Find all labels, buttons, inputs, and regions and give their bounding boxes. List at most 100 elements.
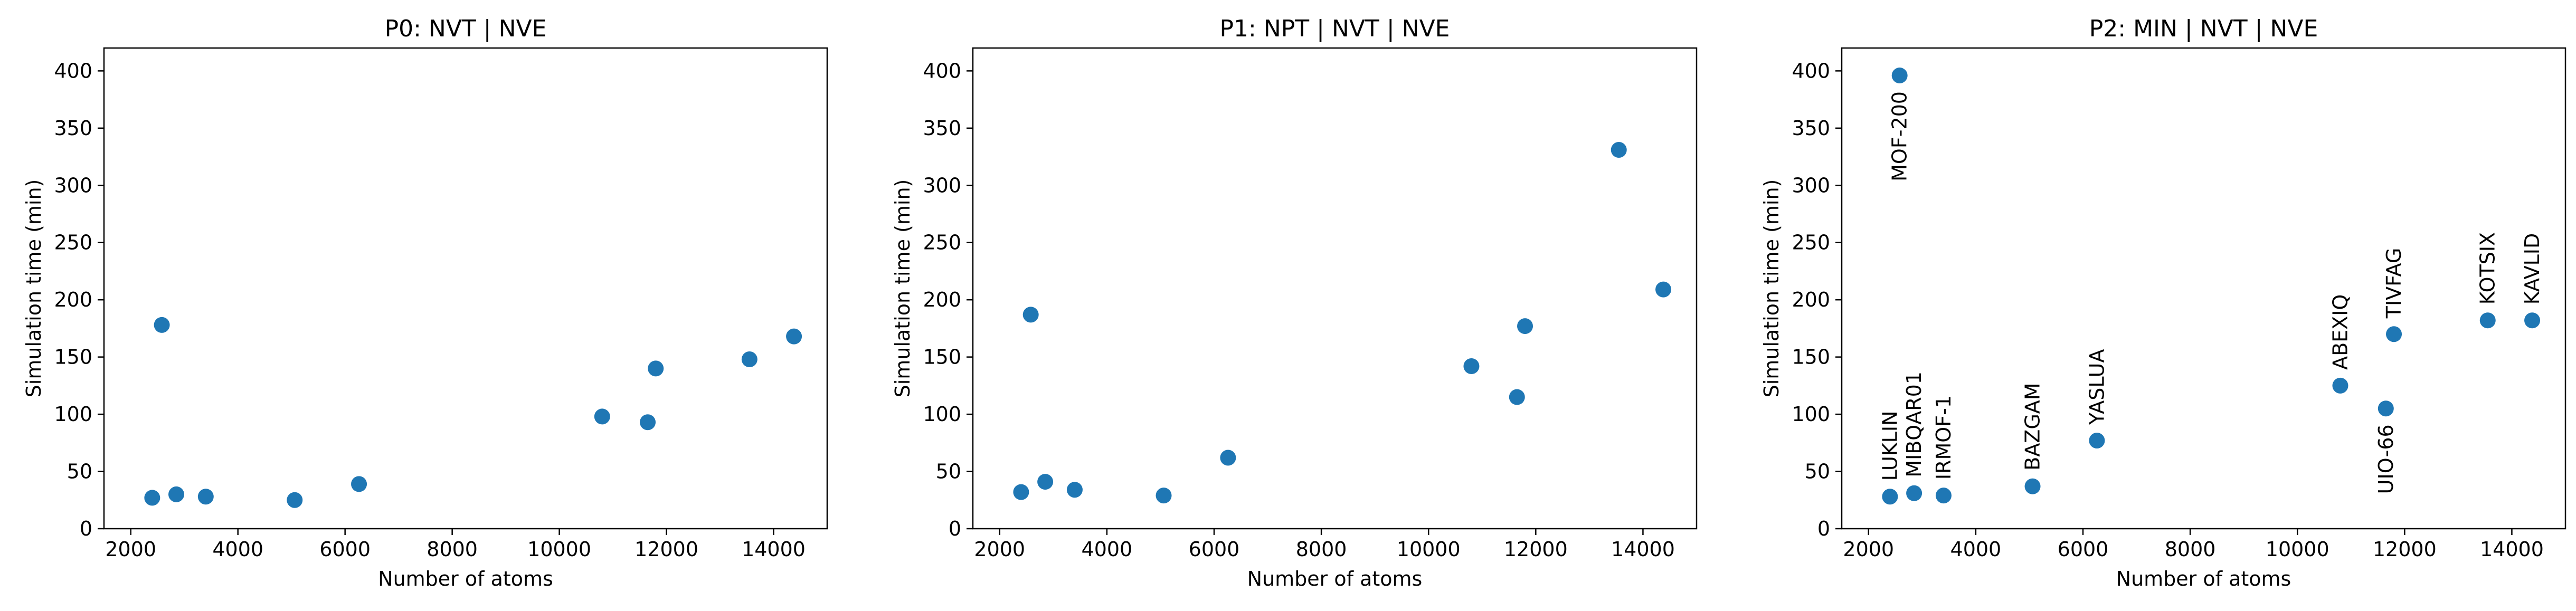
x-axis-label: Number of atoms	[1247, 567, 1423, 590]
chart-panel-2: P2: MIN | NVT | NVE 0 50 100 150 200 250 300 350…	[1760, 15, 2566, 590]
y-tick-label: 300	[54, 174, 92, 197]
point-annotation: KAVLID	[2521, 233, 2544, 304]
x-tick-label: 14000	[1611, 538, 1675, 561]
y-tick-label: 350	[1792, 117, 1830, 140]
point-annotation: YASLUA	[2085, 349, 2108, 425]
data-point	[1906, 485, 1922, 501]
x-tick-label: 12000	[634, 538, 698, 561]
chart-panel-1: P1: NPT | NVT | NVE 0 50 100 150 200 250 300 350…	[891, 15, 1698, 590]
y-tick-label: 150	[923, 346, 961, 369]
data-point	[351, 476, 367, 492]
y-tick-label: 100	[54, 403, 92, 426]
y-tick-label: 300	[923, 174, 961, 197]
chart-title: P2: MIN | NVT | NVE	[2089, 15, 2318, 42]
x-tick-label: 10000	[527, 538, 591, 561]
data-point	[2378, 400, 2394, 417]
data-point	[1066, 482, 1083, 498]
data-point	[786, 328, 802, 345]
data-point	[154, 317, 170, 333]
data-point	[640, 414, 656, 431]
x-tick-label: 4000	[212, 538, 263, 561]
data-point	[1509, 389, 1525, 405]
x-tick-label: 4000	[1950, 538, 2002, 561]
data-point	[2386, 326, 2402, 342]
data-point	[144, 490, 160, 506]
x-tick-label: 12000	[2373, 538, 2437, 561]
chart-title: P0: NVT | NVE	[385, 15, 547, 42]
y-axis-label: Simulation time (min)	[22, 179, 45, 398]
x-tick-label: 14000	[742, 538, 806, 561]
y-tick-label: 250	[54, 231, 92, 254]
data-point	[1517, 318, 1533, 335]
point-annotation: BAZGAM	[2021, 383, 2044, 470]
x-tick-label: 2000	[974, 538, 1025, 561]
x-axis-label: Number of atoms	[378, 567, 553, 590]
data-point	[1935, 488, 1952, 504]
data-point	[287, 492, 303, 508]
y-tick-label: 50	[936, 460, 961, 483]
x-tick-label: 2000	[105, 538, 156, 561]
point-annotation: LUKLIN	[1878, 410, 1901, 481]
x-tick-label: 10000	[2266, 538, 2329, 561]
data-point	[1022, 307, 1039, 323]
point-annotation: ABEXIQ	[2328, 294, 2352, 370]
data-point	[1037, 474, 1054, 490]
point-annotation: KOTSIX	[2476, 232, 2499, 304]
data-point	[1611, 142, 1627, 158]
data-point	[1882, 489, 1898, 505]
y-tick-label: 200	[1792, 288, 1830, 311]
data-point	[1891, 68, 1908, 84]
data-point	[1463, 358, 1480, 374]
x-tick-label: 4000	[1082, 538, 1133, 561]
x-axis-label: Number of atoms	[2116, 567, 2291, 590]
point-annotation: MOF-200	[1888, 91, 1911, 182]
data-point	[648, 360, 664, 377]
data-point	[1013, 484, 1029, 500]
point-annotation: TIVFAG	[2382, 248, 2405, 319]
x-tick-label: 6000	[319, 538, 371, 561]
y-tick-label: 0	[80, 517, 92, 540]
data-point	[168, 486, 184, 502]
x-tick-label: 10000	[1397, 538, 1461, 561]
y-tick-label: 150	[54, 346, 92, 369]
y-tick-label: 350	[54, 117, 92, 140]
y-tick-label: 400	[54, 59, 92, 82]
x-tick-label: 8000	[2165, 538, 2216, 561]
point-annotation: UIO-66	[2374, 424, 2398, 494]
x-tick-label: 14000	[2480, 538, 2544, 561]
data-point	[2479, 312, 2496, 329]
x-tick-label: 6000	[1189, 538, 1240, 561]
y-axis-label: Simulation time (min)	[891, 179, 914, 398]
x-tick-label: 8000	[1296, 538, 1347, 561]
plot-frame	[1841, 47, 2566, 530]
y-tick-label: 400	[1792, 59, 1830, 82]
y-tick-label: 100	[1792, 403, 1830, 426]
data-point	[741, 351, 757, 367]
y-tick-label: 100	[923, 403, 961, 426]
y-tick-label: 350	[923, 117, 961, 140]
y-tick-label: 50	[67, 460, 92, 483]
data-point	[197, 489, 214, 505]
data-point	[2332, 377, 2348, 394]
x-tick-label: 2000	[1843, 538, 1894, 561]
point-annotation: IRMOF-1	[1932, 395, 1955, 480]
point-annotation: MIBQAR01	[1902, 371, 1926, 478]
x-tick-label: 12000	[1504, 538, 1568, 561]
y-tick-label: 200	[923, 288, 961, 311]
y-axis-label: Simulation time (min)	[1760, 179, 1783, 398]
plot-frame	[972, 47, 1698, 530]
chart-title: P1: NPT | NVT | NVE	[1220, 15, 1450, 42]
y-tick-label: 0	[1817, 517, 1830, 540]
y-tick-label: 200	[54, 288, 92, 311]
y-tick-label: 0	[949, 517, 961, 540]
x-tick-label: 6000	[2058, 538, 2109, 561]
y-tick-label: 150	[1792, 346, 1830, 369]
data-point	[2524, 312, 2541, 329]
chart-panel-0: P0: NVT | NVE 0 50 100 150 200 250 300 350 400 200…	[22, 15, 828, 590]
plot-frame	[103, 47, 828, 530]
x-tick-label: 8000	[427, 538, 478, 561]
y-tick-label: 250	[923, 231, 961, 254]
data-point	[2024, 478, 2041, 494]
